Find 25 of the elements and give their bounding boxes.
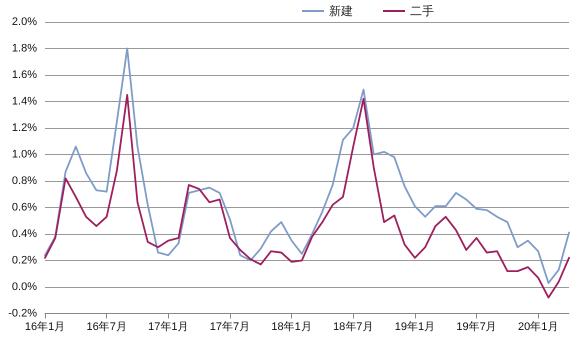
- y-tick-label: -0.2%: [8, 308, 38, 320]
- y-tick-label: 0.4%: [12, 228, 38, 240]
- x-tick-label: 16年7月: [86, 321, 127, 333]
- line-series: [44, 94, 570, 298]
- y-tick-label: 1.6%: [12, 69, 38, 81]
- y-tick-label: 0.6%: [12, 202, 38, 214]
- line-series: [44, 48, 570, 284]
- y-tick-label: 1.8%: [12, 42, 38, 54]
- x-tick-label: 17年7月: [210, 321, 250, 333]
- y-tick-label: 2.0%: [12, 16, 38, 28]
- legend-label: 新建: [329, 4, 353, 18]
- x-tick-label: 17年1月: [148, 321, 188, 333]
- x-tick-label: 19年7月: [456, 321, 497, 333]
- x-tick-label: 18年7月: [333, 321, 374, 333]
- y-tick-label: 0.8%: [12, 175, 38, 187]
- x-tick-label: 19年1月: [394, 321, 436, 333]
- y-tick-label: 0.0%: [12, 281, 38, 293]
- y-tick-label: 1.0%: [12, 148, 38, 160]
- legend-label: 二手: [410, 4, 434, 18]
- x-tick-label: 18年1月: [271, 321, 312, 333]
- x-tick-label: 20年1月: [518, 321, 558, 333]
- y-tick-label: 0.2%: [12, 254, 38, 266]
- y-tick-label: 1.4%: [12, 96, 38, 108]
- x-tick-label: 16年1月: [24, 321, 66, 333]
- y-tick-label: 1.2%: [12, 122, 38, 134]
